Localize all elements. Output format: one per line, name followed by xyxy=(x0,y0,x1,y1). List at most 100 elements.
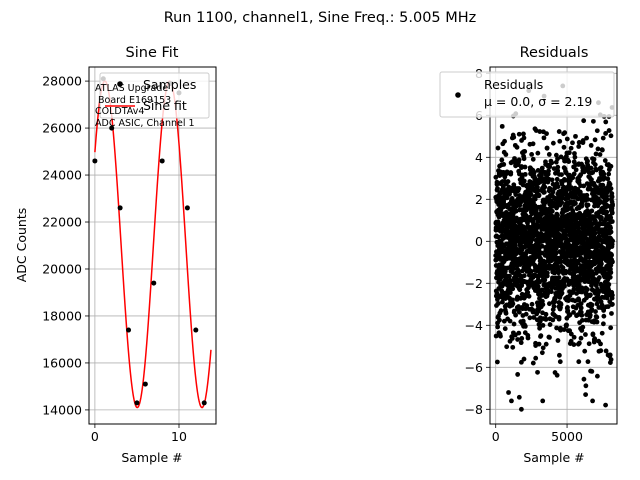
residual-point xyxy=(545,291,550,297)
residual-point xyxy=(579,203,585,209)
sine-fit-title: Sine Fit xyxy=(126,45,179,61)
residual-point xyxy=(495,186,500,191)
residual-point xyxy=(600,135,606,141)
sample-point xyxy=(134,400,140,406)
residual-point xyxy=(539,172,544,178)
residual-point xyxy=(594,319,600,325)
residual-point xyxy=(590,398,595,404)
residual-point xyxy=(504,170,510,176)
residual-point xyxy=(598,261,604,267)
residual-point xyxy=(559,290,565,296)
residual-point xyxy=(497,317,502,323)
legend-samples-marker xyxy=(117,81,123,87)
residual-point xyxy=(493,174,499,180)
residual-point xyxy=(594,373,600,379)
residual-point xyxy=(535,188,541,194)
residual-point xyxy=(528,191,534,197)
sample-point xyxy=(201,400,207,406)
residual-point xyxy=(530,141,536,147)
residual-point xyxy=(556,352,562,358)
residual-point xyxy=(549,208,555,214)
residuals-legend: Residuals μ = 0.0, σ = 2.19 xyxy=(439,71,615,118)
residual-point xyxy=(521,356,527,362)
residual-point xyxy=(509,196,515,201)
residual-point xyxy=(596,275,602,280)
residual-point xyxy=(580,163,586,169)
residual-point xyxy=(573,133,578,139)
residual-point xyxy=(537,325,542,331)
residual-point xyxy=(596,234,602,239)
residual-point xyxy=(521,156,527,162)
residual-point xyxy=(499,123,505,129)
residual-point xyxy=(498,308,504,314)
residual-point xyxy=(521,131,526,137)
sine-fit-ylabel: ADC Counts xyxy=(14,208,29,283)
residual-point xyxy=(589,369,595,374)
residual-point xyxy=(513,192,519,197)
sine-fit-ytick-label: 28000 xyxy=(42,74,82,89)
residual-point xyxy=(599,330,605,336)
residual-point xyxy=(606,282,612,287)
sine-fit-xtick-label: 0 xyxy=(91,429,99,444)
residual-point xyxy=(547,322,553,327)
residual-point xyxy=(592,230,598,236)
board-annotation: ATLAS Upgrade Board E169153 COLDTAv4 ADC… xyxy=(95,83,195,129)
residual-point xyxy=(523,311,529,317)
residual-point xyxy=(504,344,510,350)
residual-point xyxy=(524,303,530,309)
residual-point xyxy=(521,135,527,141)
annotation-line-1: ATLAS Upgrade xyxy=(95,83,168,94)
residual-point xyxy=(579,317,585,323)
sine-fit-ytick-label: 14000 xyxy=(42,402,82,417)
residual-point xyxy=(511,134,517,140)
residual-point xyxy=(529,152,535,157)
residual-point xyxy=(564,322,569,328)
residuals-legend-box xyxy=(439,71,615,118)
residual-point xyxy=(528,268,534,274)
residual-point xyxy=(507,290,513,296)
residual-point xyxy=(589,306,595,312)
residual-point xyxy=(568,338,574,344)
residual-point xyxy=(510,297,515,303)
residual-point xyxy=(544,270,550,276)
residual-point xyxy=(502,326,508,332)
residual-point xyxy=(544,131,549,137)
residual-point xyxy=(546,152,552,157)
residual-point xyxy=(511,308,517,314)
residual-point xyxy=(552,270,557,276)
residual-point xyxy=(590,169,596,175)
residual-point xyxy=(604,209,610,215)
residual-point xyxy=(610,301,615,307)
residual-point xyxy=(518,359,524,365)
residual-point xyxy=(595,146,601,152)
residual-point xyxy=(514,215,519,221)
residual-point xyxy=(576,359,582,365)
residual-point xyxy=(592,336,598,342)
residual-point xyxy=(514,144,520,150)
residual-point xyxy=(543,317,549,322)
residual-point xyxy=(540,302,546,307)
residual-point xyxy=(516,330,522,336)
residual-point xyxy=(519,336,525,341)
sine-fit-panel: Sine Fit 0 10 14000 16000 18000 20000 22000 240… xyxy=(14,45,217,465)
residuals-xlabel: Sample # xyxy=(523,450,584,465)
residual-point xyxy=(568,145,574,151)
residual-point xyxy=(566,150,572,156)
residual-point xyxy=(571,342,577,347)
residual-point xyxy=(588,143,594,148)
residual-point xyxy=(526,293,532,299)
sample-point xyxy=(117,205,123,211)
residual-point xyxy=(578,301,584,307)
legend-sine-fit-label: Sine fit xyxy=(143,98,187,113)
residuals-title: Residuals xyxy=(520,45,589,61)
residuals-ytick-label: −2 xyxy=(465,276,483,291)
sine-fit-ytick-label: 24000 xyxy=(42,168,82,183)
residual-point xyxy=(522,149,528,154)
residual-point xyxy=(549,177,555,183)
residual-point xyxy=(535,284,541,290)
residual-point xyxy=(555,168,561,174)
residual-point xyxy=(608,133,614,139)
residual-point xyxy=(547,164,553,170)
residual-point xyxy=(529,301,535,307)
